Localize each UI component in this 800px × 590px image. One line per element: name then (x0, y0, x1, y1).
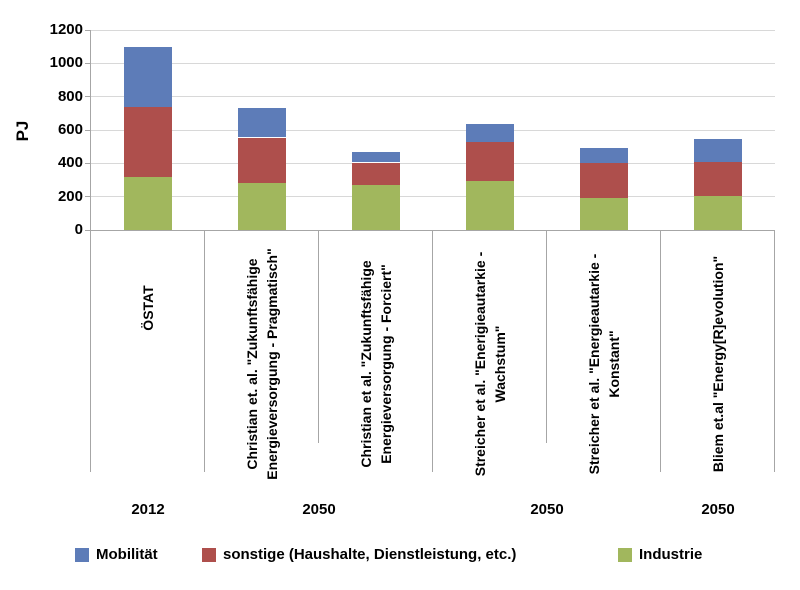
bar-segment-sonstige (466, 141, 514, 181)
bar-segment-sonstige (124, 106, 172, 177)
y-tick-mark (85, 196, 91, 198)
gridline (91, 196, 775, 198)
category-label-text: Streicher et al. "Energieautarkie - Kons… (586, 253, 622, 475)
y-tick-mark (85, 29, 91, 31)
gridline (91, 62, 775, 64)
legend-item-mobilitaet: Mobilität (75, 546, 158, 563)
category-label: Streicher et al. "Enerigieautarkie - Wac… (433, 236, 547, 492)
year-label: 2050 (302, 501, 336, 518)
legend-item-sonstige: sonstige (Haushalte, Dienstleistung, etc… (202, 546, 516, 563)
bar-segment-mobilitt (124, 46, 172, 107)
bar-segment-mobilitt (694, 139, 742, 162)
category-label-text: Streicher et al. "Enerigieautarkie - Wac… (472, 251, 508, 477)
bar-segment-mobilitt (238, 108, 286, 138)
category-label-text: Christian et. al. "Zukunftsfähige Energi… (244, 248, 280, 480)
bar-segment-sonstige (352, 162, 400, 185)
year-label: 2012 (131, 501, 165, 518)
year-label: 2050 (701, 501, 735, 518)
y-tick-mark (85, 96, 91, 98)
category-label-text: Bliem et.al "Energy[R]evolution" (710, 255, 726, 473)
y-tick-mark (85, 162, 91, 164)
bar-segment-industrie (466, 180, 514, 230)
category-label: Bliem et.al "Energy[R]evolution" (661, 236, 775, 492)
legend-swatch-sonstige (202, 547, 216, 562)
bar-segment-industrie (352, 185, 400, 230)
gridline (91, 96, 775, 98)
y-tick-label: 800 (57, 87, 83, 105)
category-label-text: Christian et al. "Zukunftsfähige Energie… (358, 260, 394, 468)
bar-segment-industrie (694, 195, 742, 230)
y-tick-label: 1000 (49, 54, 83, 72)
bar-segment-industrie (238, 183, 286, 230)
bar-segment-sonstige (694, 161, 742, 196)
bar-segment-sonstige (238, 137, 286, 184)
legend-swatch-industrie (618, 547, 632, 562)
y-tick-label: 0 (74, 221, 83, 238)
y-tick-mark (85, 62, 91, 64)
category-label: Christian et al. "Zukunftsfähige Energie… (319, 236, 433, 492)
bar-segment-industrie (124, 176, 172, 230)
y-tick-mark (85, 229, 91, 231)
y-tick-label: 1200 (49, 21, 83, 38)
legend-item-industrie: Industrie (618, 546, 702, 563)
gridline (91, 29, 775, 31)
bar-segment-mobilitt (580, 147, 628, 163)
bar-segment-sonstige (580, 162, 628, 198)
category-divider (546, 230, 547, 443)
legend-label-sonstige: sonstige (Haushalte, Dienstleistung, etc… (223, 546, 517, 563)
group-divider (432, 230, 433, 472)
y-tick-label: 200 (57, 187, 83, 205)
bar-segment-mobilitt (466, 124, 514, 142)
gridline (91, 129, 775, 131)
year-label: 2050 (530, 501, 564, 518)
legend-swatch-mobilitaet (75, 547, 89, 562)
bar-segment-mobilitt (352, 151, 400, 163)
category-label: Christian et. al. "Zukunftsfähige Energi… (205, 236, 319, 492)
bar-segment-industrie (580, 197, 628, 230)
category-divider (318, 230, 319, 443)
gridline (91, 162, 775, 164)
y-tick-label: 600 (57, 121, 83, 138)
y-tick-mark (85, 129, 91, 131)
x-axis-line (91, 229, 775, 231)
group-divider (660, 230, 661, 472)
legend-label-industrie: Industrie (639, 546, 703, 563)
category-label: ÖSTAT (91, 236, 205, 492)
y-axis-line (90, 30, 91, 472)
legend-label-mobilitaet: Mobilität (96, 546, 158, 563)
category-label: Streicher et al. "Energieautarkie - Kons… (547, 236, 661, 492)
group-divider (774, 230, 775, 472)
group-divider (204, 230, 205, 472)
category-label-text: ÖSTAT (140, 285, 156, 331)
y-tick-label: 400 (57, 154, 83, 172)
